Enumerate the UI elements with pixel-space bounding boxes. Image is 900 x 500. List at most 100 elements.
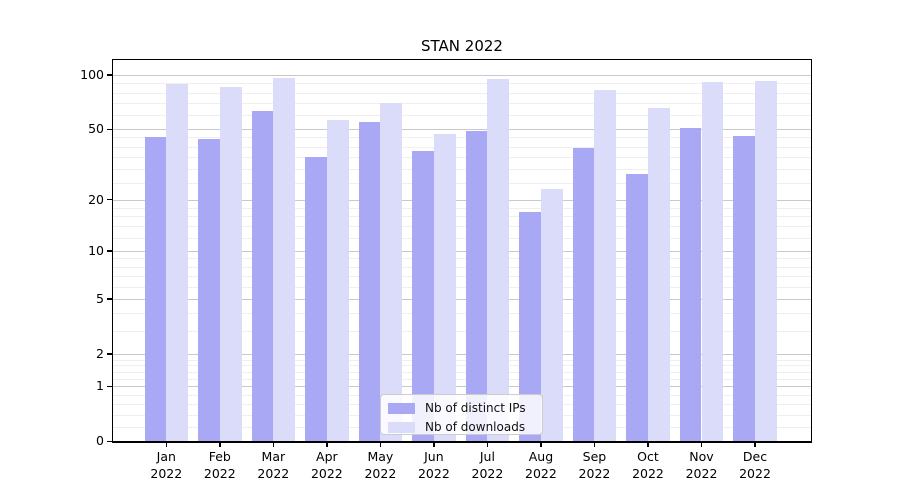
gridline-minor [113,365,811,367]
bar-downloads-feb [219,86,242,441]
gridline-major [113,250,811,252]
x-tick [540,442,542,448]
bar-downloads-oct [647,107,670,441]
gridline-minor [113,286,811,288]
y-tick [107,198,112,201]
gridline-minor [113,258,811,260]
gridline-minor [113,146,811,148]
gridline-minor [113,92,811,94]
bar-distinct-ips-jul [465,130,488,441]
bar-downloads-jun [433,134,456,441]
gridline-major [113,386,811,388]
x-tick [647,442,649,448]
x-tick-label: Oct 2022 [632,449,664,481]
gridline-minor [113,237,811,239]
gridline-major [113,75,811,76]
gridline-minor [113,137,811,139]
gridline-minor [113,226,811,228]
gridline-minor [113,115,811,116]
legend-swatch-distinct-ips-icon [388,402,415,414]
gridline-minor [113,266,811,268]
bar-downloads-jan [166,84,189,441]
legend-item-distinct-ips: Nb of distinct IPs [381,399,542,417]
y-tick [107,128,112,131]
x-tick [272,442,275,448]
x-tick [219,442,221,448]
legend-item-downloads: Nb of downloads [381,418,542,436]
x-tick-label: Jan 2022 [150,449,183,481]
y-tick [107,250,112,252]
y-tick-label: 2 [96,346,104,362]
x-tick [593,442,596,448]
plot-area [113,60,811,441]
gridline-major [113,299,811,301]
legend-label-downloads: Nb of downloads [425,420,526,434]
gridline-minor [113,371,811,373]
y-tick [107,440,112,442]
y-tick [107,74,112,76]
gridline-minor [113,207,811,209]
y-tick-label: 10 [88,242,104,258]
x-tick-label: Mar 2022 [257,449,290,481]
x-tick-label: Sep 2022 [578,449,611,481]
legend-swatch-downloads-icon [388,421,415,433]
y-tick [107,385,112,387]
bar-distinct-ips-dec [733,135,756,441]
bar-distinct-ips-aug [519,211,541,441]
spine-left [111,58,114,443]
x-tick-label: May 2022 [364,449,397,481]
spine-bottom [111,441,813,443]
bar-distinct-ips-jun [412,150,434,441]
y-tick-label: 1 [96,378,104,394]
x-tick-label: Feb 2022 [203,449,236,481]
x-tick [165,442,168,448]
gridline-minor [113,182,811,184]
x-tick-label: Dec 2022 [739,449,771,481]
bar-downloads-sep [594,89,617,441]
x-tick [700,442,703,448]
x-tick [486,442,489,448]
y-tick-label: 5 [96,291,104,307]
chart-title: STAN 2022 [421,37,503,55]
y-tick [107,353,112,355]
bar-downloads-nov [701,81,724,441]
bar-downloads-may [380,102,403,441]
legend-label-distinct-ips: Nb of distinct IPs [425,401,526,415]
y-tick [107,298,112,300]
bar-distinct-ips-jan [144,137,167,441]
x-tick-label: Nov 2022 [685,449,718,481]
y-tick-label: 50 [88,121,104,137]
bar-distinct-ips-feb [198,139,220,441]
gridline-major [113,199,811,201]
gridline-minor [113,359,811,361]
gridline-major [113,129,811,131]
bar-downloads-dec [755,80,777,441]
bar-downloads-apr [326,120,349,441]
spine-right [810,58,813,443]
gridline-minor [113,216,811,218]
gridline-minor [113,331,811,333]
bar-downloads-aug [540,189,563,441]
bar-distinct-ips-mar [251,111,274,441]
gridline-minor [113,168,811,170]
gridline-minor [113,102,811,104]
x-tick-label: Jul 2022 [471,449,504,481]
x-tick [433,442,435,448]
bar-distinct-ips-may [358,121,381,441]
y-tick-label: 20 [88,191,104,207]
y-tick-label: 100 [80,67,104,82]
legend: Nb of distinct IPs Nb of downloads [380,394,543,435]
x-tick [326,442,328,448]
x-tick-label: Apr 2022 [310,449,343,481]
bar-distinct-ips-nov [679,127,702,441]
x-tick-label: Jun 2022 [417,449,450,481]
bar-distinct-ips-oct [626,174,648,441]
x-tick [379,442,382,448]
y-tick-label: 0 [96,433,104,449]
bar-distinct-ips-apr [305,156,327,441]
x-tick-label: Aug 2022 [525,449,557,481]
bar-downloads-jul [487,79,510,441]
gridline-minor [113,313,811,315]
gridline-major [113,354,811,356]
